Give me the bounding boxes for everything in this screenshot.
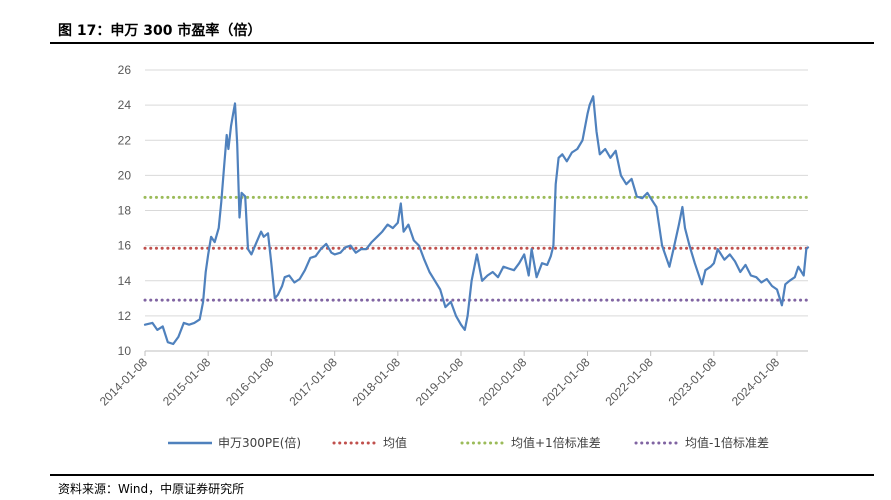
pe-series	[143, 95, 810, 346]
y-tick-label: 14	[118, 274, 132, 288]
x-tick-label: 2017-01-08	[286, 355, 340, 409]
x-tick-label: 2019-01-08	[413, 355, 467, 409]
y-tick-label: 26	[118, 63, 132, 77]
x-tick-label: 2018-01-08	[350, 355, 404, 409]
title-rule	[50, 42, 874, 44]
x-tick-label: 2024-01-08	[729, 355, 783, 409]
source-rule	[50, 474, 874, 476]
legend-label-mean: 均值	[383, 435, 407, 450]
y-tick-label: 12	[118, 309, 132, 323]
x-tick-label: 2022-01-08	[602, 355, 656, 409]
source-note: 资料来源：Wind，中原证券研究所	[58, 482, 245, 496]
y-tick-label: 24	[118, 98, 132, 112]
pe-line	[143, 95, 810, 346]
legend-label-pe: 申万300PE(倍)	[218, 435, 301, 450]
x-axis-ticks: 2014-01-08 2015-01-08 2016-01-08 2017-01-08…	[97, 351, 783, 409]
x-tick-label: 2016-01-08	[223, 355, 277, 409]
legend: 申万300PE(倍) 均值 均值+1倍标准差 均值-1倍标准差	[168, 435, 769, 450]
x-tick-label: 2021-01-08	[539, 355, 593, 409]
x-tick-label: 2014-01-08	[97, 355, 151, 409]
y-tick-label: 18	[118, 204, 132, 218]
y-tick-label: 22	[118, 133, 132, 147]
x-tick-label: 2015-01-08	[160, 355, 214, 409]
gridlines	[145, 69, 808, 317]
y-axis-ticks: 10 12 14 16 18 20 22 24 26	[118, 63, 132, 358]
legend-label-lower: 均值-1倍标准差	[685, 435, 769, 450]
x-tick-label: 2020-01-08	[476, 355, 530, 409]
y-tick-label: 10	[118, 344, 132, 358]
y-tick-label: 16	[118, 239, 132, 253]
x-tick-label: 2023-01-08	[666, 355, 720, 409]
y-tick-label: 20	[118, 168, 132, 182]
figure-title: 图 17：申万 300 市盈率（倍）	[58, 23, 262, 39]
reference-lines	[143, 195, 810, 302]
legend-label-upper: 均值+1倍标准差	[511, 435, 601, 450]
